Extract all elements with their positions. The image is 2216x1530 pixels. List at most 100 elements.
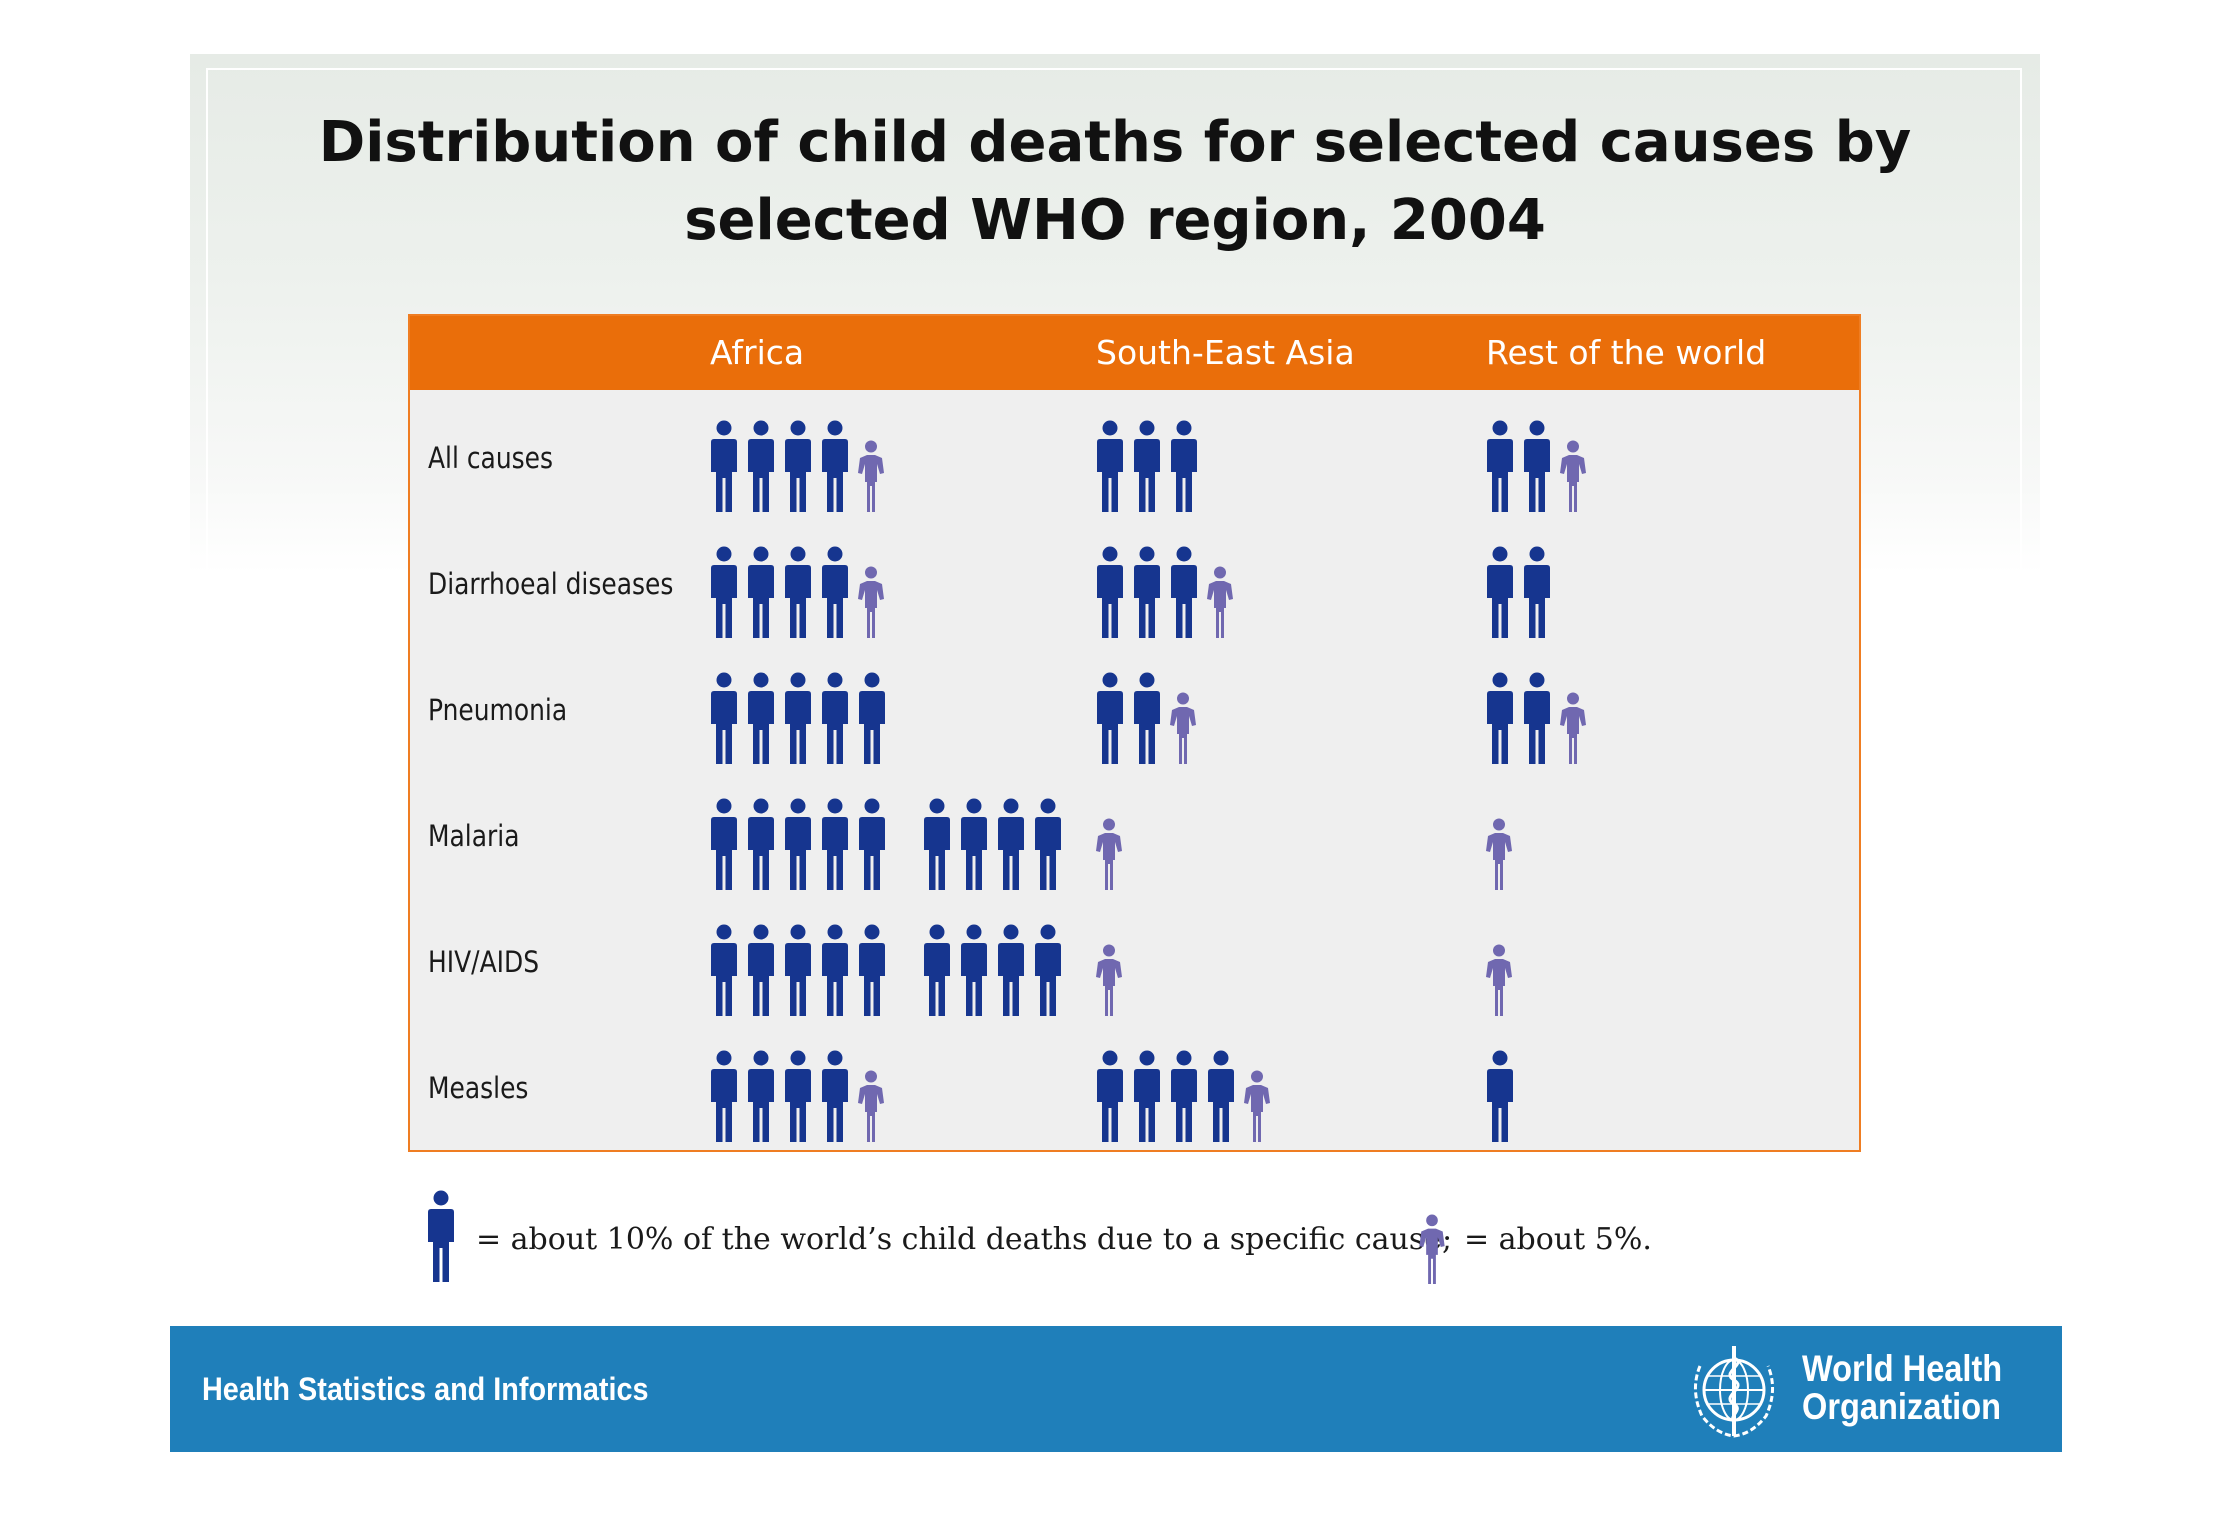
figure-10pct xyxy=(822,798,848,890)
figure-10pct xyxy=(711,672,737,764)
figure-10pct xyxy=(859,924,885,1016)
row-label: Malaria xyxy=(428,819,520,853)
figure-10pct xyxy=(924,924,950,1016)
pictogram-cell xyxy=(710,672,1080,764)
row-label: All causes xyxy=(428,441,553,475)
who-wordmark: World Health Organization xyxy=(1802,1350,2042,1426)
figure-10pct xyxy=(1487,420,1513,512)
pictogram-cell xyxy=(710,798,1080,890)
figure-5pct xyxy=(1096,944,1122,1016)
figure-10pct xyxy=(998,924,1024,1016)
pictogram-cell xyxy=(1486,672,1856,764)
figure-5pct xyxy=(1244,1070,1270,1142)
figure-10pct xyxy=(711,420,737,512)
column-header-rest-of-world: Rest of the world xyxy=(1486,333,1767,372)
pictogram-table: Africa South-East Asia Rest of the world… xyxy=(408,314,1861,1152)
figure-10pct xyxy=(1487,672,1513,764)
figure-5pct xyxy=(1170,692,1196,764)
figure-10pct xyxy=(961,798,987,890)
figure-10pct xyxy=(748,924,774,1016)
chart-title: Distribution of child deaths for selecte… xyxy=(190,104,2040,260)
figure-10pct xyxy=(1208,1050,1234,1142)
figure-10pct xyxy=(822,420,848,512)
pictogram-cell xyxy=(1486,1050,1856,1142)
figure-10pct xyxy=(1487,1050,1513,1142)
figure-10pct xyxy=(785,546,811,638)
figure-5pct xyxy=(858,1070,884,1142)
legend-half-figure-icon xyxy=(1419,1214,1445,1284)
figure-10pct xyxy=(1097,1050,1123,1142)
figure-5pct xyxy=(858,440,884,512)
figure-10pct xyxy=(748,1050,774,1142)
figure-10pct xyxy=(822,546,848,638)
pictogram-cell xyxy=(710,420,1080,512)
figure-10pct xyxy=(748,420,774,512)
slide-frame xyxy=(206,68,2022,1318)
pictogram-cell xyxy=(1096,1050,1466,1142)
figure-5pct xyxy=(1096,818,1122,890)
figure-5pct xyxy=(1486,944,1512,1016)
who-emblem-icon xyxy=(1694,1346,1774,1438)
figure-10pct xyxy=(711,546,737,638)
figure-10pct xyxy=(1524,672,1550,764)
pictogram-cell xyxy=(710,924,1080,1016)
figure-10pct xyxy=(711,798,737,890)
row-label: HIV/AIDS xyxy=(428,945,540,979)
figure-10pct xyxy=(711,1050,737,1142)
figure-10pct xyxy=(785,420,811,512)
figure-10pct xyxy=(961,924,987,1016)
footer-bar: Health Statistics and Informatics World … xyxy=(170,1326,2062,1452)
figure-10pct xyxy=(785,1050,811,1142)
row-label: Diarrhoeal diseases xyxy=(428,567,674,601)
figure-10pct xyxy=(1035,924,1061,1016)
pictogram-cell xyxy=(710,546,1080,638)
pictogram-cell xyxy=(1096,672,1466,764)
figure-10pct xyxy=(748,672,774,764)
legend-half-figure-text: = about 5%. xyxy=(1464,1222,1652,1257)
figure-10pct xyxy=(711,924,737,1016)
figure-10pct xyxy=(1171,546,1197,638)
pictogram-cell xyxy=(1096,420,1466,512)
figure-10pct xyxy=(1134,546,1160,638)
title-line-2: selected WHO region, 2004 xyxy=(684,188,1546,253)
figure-10pct xyxy=(1524,546,1550,638)
row-label: Pneumonia xyxy=(428,693,568,727)
figure-5pct xyxy=(1560,440,1586,512)
figure-10pct xyxy=(1134,420,1160,512)
figure-10pct xyxy=(822,924,848,1016)
legend-full-figure-text: = about 10% of the world’s child deaths … xyxy=(476,1222,1453,1257)
pictogram-cell xyxy=(1486,546,1856,638)
figure-5pct xyxy=(858,566,884,638)
figure-5pct xyxy=(1486,818,1512,890)
who-wordmark-line-2: Organization xyxy=(1802,1386,2001,1427)
pictogram-cell xyxy=(1096,798,1466,890)
figure-5pct xyxy=(1560,692,1586,764)
pictogram-cell xyxy=(1486,924,1856,1016)
figure-10pct xyxy=(822,672,848,764)
figure-10pct xyxy=(748,546,774,638)
figure-10pct xyxy=(859,672,885,764)
figure-10pct xyxy=(1097,546,1123,638)
figure-10pct xyxy=(924,798,950,890)
column-header-south-east-asia: South-East Asia xyxy=(1096,333,1355,372)
who-wordmark-line-1: World Health xyxy=(1802,1348,2003,1389)
pictogram-cell xyxy=(1486,420,1856,512)
figure-10pct xyxy=(748,798,774,890)
row-label: Measles xyxy=(428,1071,529,1105)
figure-10pct xyxy=(859,798,885,890)
figure-5pct xyxy=(1207,566,1233,638)
legend-full-figure-icon xyxy=(428,1190,454,1282)
figure-10pct xyxy=(998,798,1024,890)
title-line-1: Distribution of child deaths for selecte… xyxy=(318,110,1912,175)
figure-10pct xyxy=(1134,672,1160,764)
pictogram-cell xyxy=(1096,546,1466,638)
figure-10pct xyxy=(1097,672,1123,764)
figure-10pct xyxy=(785,672,811,764)
figure-10pct xyxy=(1171,1050,1197,1142)
figure-10pct xyxy=(785,798,811,890)
pictogram-cell xyxy=(1096,924,1466,1016)
figure-10pct xyxy=(1035,798,1061,890)
column-header-africa: Africa xyxy=(710,333,805,372)
table-header-row: Africa South-East Asia Rest of the world xyxy=(410,316,1859,390)
footer-label: Health Statistics and Informatics xyxy=(202,1371,649,1407)
